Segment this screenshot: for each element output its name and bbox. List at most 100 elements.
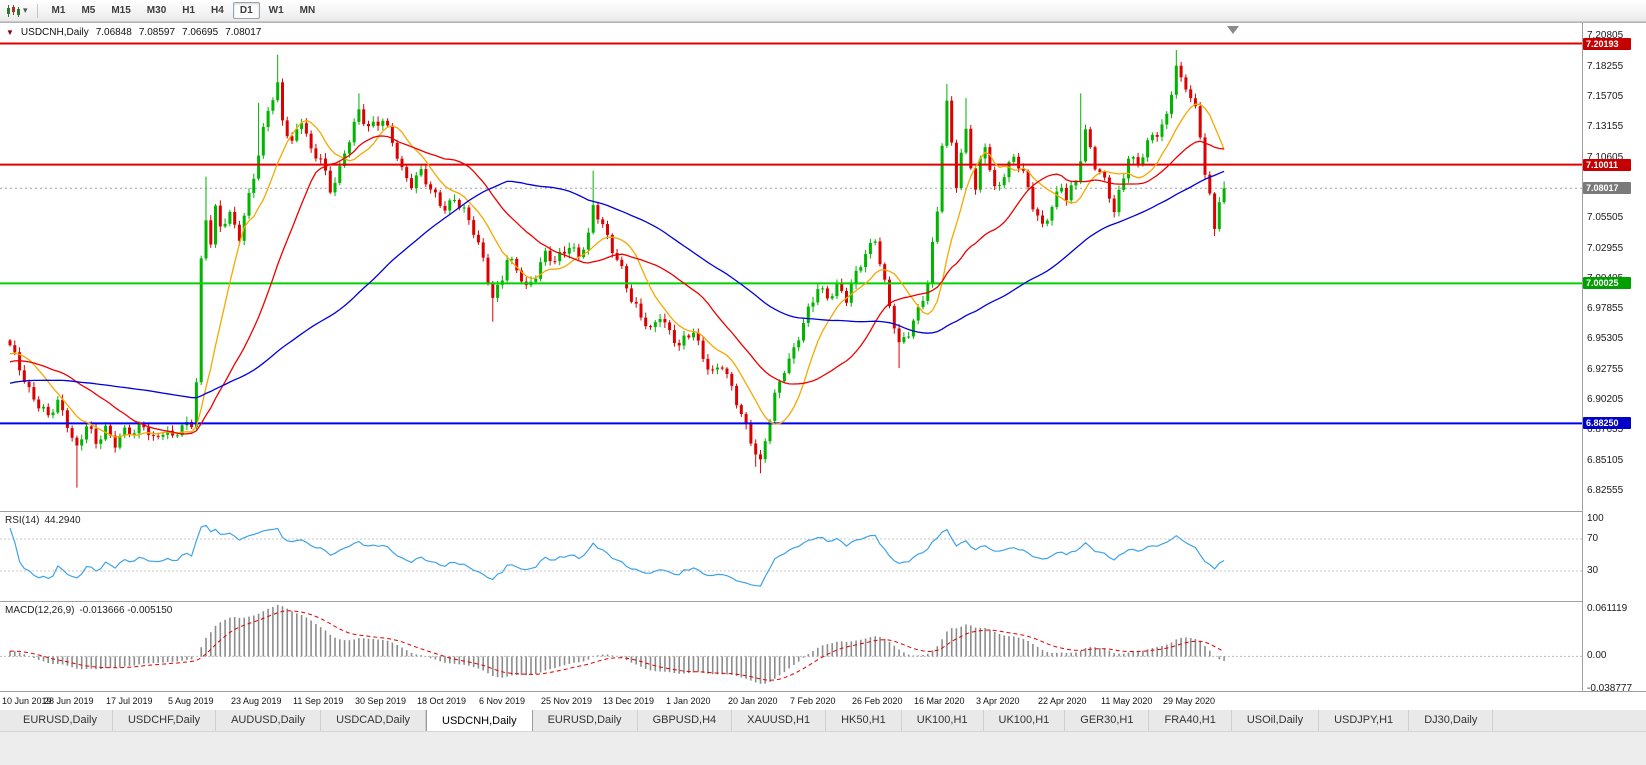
price-badge: 6.88250 (1583, 417, 1631, 429)
price-tick-label: 6.97855 (1587, 303, 1624, 314)
time-tick-label: 25 Nov 2019 (541, 696, 593, 706)
price-scale[interactable]: 7.20805 7.18255 7.15705 7.13155 7.10605 7.080… (1583, 23, 1646, 694)
timeframe-button-H1[interactable]: H1 (182, 5, 196, 16)
chart-tabs-bar: EURUSD,Daily USDCHF,Daily AUDUSD,Daily USDC… (0, 708, 1646, 731)
timeframe-button-M30[interactable]: M30 (146, 5, 167, 16)
timeframe-button-D1[interactable]: D1 (232, 2, 260, 19)
timeframe-button-M1[interactable]: M1 (51, 5, 66, 16)
macd-indicator-label: MACD(12,26,9) -0.013666 -0.005150 (5, 605, 177, 616)
chart-type-icon[interactable] (5, 4, 21, 18)
price-tick-label: 6.95305 (1587, 333, 1624, 344)
price-badge: 7.10011 (1583, 159, 1631, 171)
timeframe-button-W1[interactable]: W1 (268, 5, 284, 16)
time-tick-label: 22 Apr 2020 (1038, 696, 1087, 706)
status-bar (0, 731, 1646, 765)
rsi-scale-label: 30 (1587, 565, 1599, 576)
price-tick-label: 7.15705 (1587, 91, 1624, 102)
rsi-indicator-label: RSI(14) 44.2940 (5, 515, 86, 526)
time-tick-label: 6 Nov 2019 (479, 696, 526, 706)
price-badge: 7.08017 (1583, 182, 1631, 194)
price-tick-label: 6.87655 (1587, 424, 1624, 435)
price-badge: 7.00025 (1583, 277, 1631, 289)
macd-pane (0, 605, 1582, 684)
price-tick-label: 7.02955 (1587, 243, 1624, 254)
chart-tab-UK100-H1[interactable]: UK100,H1 (902, 709, 984, 731)
rsi-value: 44.2940 (44, 515, 81, 526)
timeframe-button-M15[interactable]: M15 (111, 5, 131, 16)
price-tick-label: 7.18255 (1587, 61, 1624, 72)
chart-tab-HK50-H1[interactable]: HK50,H1 (826, 709, 902, 731)
time-scale[interactable]: 10 Jun 2019 28 Jun 2019 17 Jul 2019 5 Aug 2… (0, 691, 1646, 710)
rsi-scale-label: 70 (1587, 533, 1599, 544)
macd-name: MACD(12,26,9) (5, 605, 75, 616)
price-tick-label: 6.92755 (1587, 364, 1624, 375)
symbol-label: ▼ USDCNH,Daily 7.06848 7.08597 7.06695 7… (6, 27, 261, 38)
timeframe-toolbar: M1 M5 M15 M30 H1 H4 D1 W1 MN (45, 2, 323, 19)
time-tick-label: 23 Aug 2019 (231, 696, 282, 706)
toolbar-separator (36, 3, 38, 18)
price-tick-label: 7.13155 (1587, 121, 1624, 132)
chart-canvas[interactable] (0, 23, 1646, 691)
time-tick-label: 11 May 2020 (1101, 696, 1153, 706)
chart-tab-DJ30-Daily[interactable]: DJ30,Daily (1409, 709, 1494, 731)
chart-tab-USOil-Daily[interactable]: USOil,Daily (1232, 709, 1320, 731)
chart-tab-XAUUSD-H1[interactable]: XAUUSD,H1 (732, 709, 827, 731)
rsi-scale-label: 100 (1587, 513, 1604, 524)
price-tick-label: 6.85105 (1587, 455, 1624, 466)
timeframe-button-MN[interactable]: MN (299, 5, 316, 16)
time-tick-label: 17 Jul 2019 (106, 696, 153, 706)
time-tick-label: 30 Sep 2019 (355, 696, 407, 706)
candlestick-glyph (7, 4, 20, 17)
price-tick-label: 6.90205 (1587, 394, 1624, 405)
macd-scale-label: 0.00 (1587, 650, 1607, 661)
chart-tab-EURUSD-Daily[interactable]: EURUSD,Daily (8, 709, 113, 731)
macd-scale-label: 0.061119 (1587, 603, 1628, 614)
time-tick-label: 13 Dec 2019 (603, 696, 655, 706)
time-tick-label: 16 Mar 2020 (914, 696, 965, 706)
time-tick-label: 18 Oct 2019 (417, 696, 467, 706)
one-click-trading-icon[interactable]: ▼ (6, 27, 14, 37)
time-tick-label: 10 Jun 2019 (2, 696, 52, 706)
price-tick-label: 7.20805 (1587, 30, 1624, 41)
symbol-title: USDCNH,Daily (20, 27, 89, 38)
ohlc-low: 7.06695 (182, 27, 219, 38)
chart-type-dropdown-icon[interactable]: ▾ (23, 5, 28, 15)
rsi-name: RSI(14) (5, 515, 40, 526)
price-tick-label: 7.05505 (1587, 212, 1624, 223)
chart-tab-UK100-H1[interactable]: UK100,H1 (984, 709, 1066, 731)
time-tick-label: 29 May 2020 (1163, 696, 1216, 706)
ohlc-close: 7.08017 (225, 27, 262, 38)
ohlc-open: 7.06848 (95, 27, 132, 38)
chart-window[interactable]: ▼ USDCNH,Daily 7.06848 7.08597 7.06695 7… (0, 22, 1646, 710)
chart-tab-AUDUSD-Daily[interactable]: AUDUSD,Daily (216, 709, 322, 731)
chart-tab-FRA40-H1[interactable]: FRA40,H1 (1149, 709, 1232, 731)
time-tick-label: 5 Aug 2019 (168, 696, 214, 706)
time-tick-label: 20 Jan 2020 (728, 696, 778, 706)
macd-scale-label: -0.038777 (1587, 683, 1633, 694)
timeframe-button-M5[interactable]: M5 (81, 5, 96, 16)
chart-tab-USDCAD-Daily[interactable]: USDCAD,Daily (321, 709, 427, 731)
time-tick-label: 11 Sep 2019 (293, 696, 344, 706)
timeframe-button-H4[interactable]: H4 (211, 5, 224, 16)
rsi-pane (0, 524, 1582, 587)
chart-tab-USDCNH-Daily[interactable]: USDCNH,Daily (426, 709, 533, 731)
toolbar: ▾ M1 M5 M15 M30 H1 H4 D1 W1 MN (0, 0, 1646, 22)
price-tick-label: 6.82555 (1587, 485, 1624, 496)
ohlc-high: 7.08597 (138, 27, 176, 38)
chart-tab-USDCHF-Daily[interactable]: USDCHF,Daily (113, 709, 217, 731)
price-tick-label: 7.10605 (1587, 152, 1624, 163)
time-tick-label: 7 Feb 2020 (790, 696, 836, 706)
chart-shift-marker[interactable] (1227, 26, 1239, 34)
time-tick-label: 1 Jan 2020 (666, 696, 711, 706)
chart-tab-USDJPY-H1[interactable]: USDJPY,H1 (1319, 709, 1410, 731)
time-tick-label: 26 Feb 2020 (852, 696, 903, 706)
macd-value: -0.013666 -0.005150 (79, 605, 173, 616)
chart-tab-GER30-H1[interactable]: GER30,H1 (1065, 709, 1150, 731)
time-tick-label: 28 Jun 2019 (44, 696, 94, 706)
time-tick-label: 3 Apr 2020 (976, 696, 1020, 706)
price-pane (0, 42, 1582, 488)
chart-tab-EURUSD-Daily[interactable]: EURUSD,Daily (533, 709, 638, 731)
price-badge: 7.20193 (1583, 38, 1631, 50)
chart-tab-GBPUSD-H4[interactable]: GBPUSD,H4 (638, 709, 733, 731)
